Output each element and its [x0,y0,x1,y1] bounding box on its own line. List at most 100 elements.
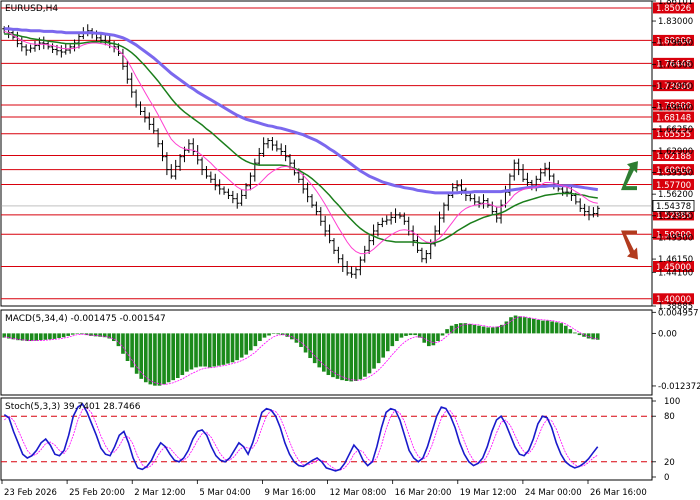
ma-fast-line [4,30,598,255]
macd-tick-label: -0.012372 [658,382,700,392]
macd-histogram-bar [203,333,207,367]
macd-axis: 0.004957 0.00 -0.012372 [652,308,700,392]
price-level-label: 1.50000 [656,231,691,241]
macd-histogram-bar [426,333,431,347]
macd-histogram-bar [308,333,312,359]
price-tick-label: 1.44100 [658,268,693,278]
price-level-label: 1.68148 [656,113,691,123]
price-level-label: 1.52985 [656,211,691,221]
macd-histogram-bar [29,333,34,342]
price-candles [2,24,600,279]
macd-histogram-bar [317,333,322,368]
macd-histogram-bar [340,333,344,381]
macd-histogram-bar [522,317,527,334]
macd-histogram-bar [198,333,203,367]
macd-histogram-bar [509,317,513,334]
macd-histogram-bar [390,333,395,347]
macd-histogram-bar [116,333,121,347]
time-tick-label: 9 Mar 16:00 [264,488,315,498]
macd-histogram-bar [276,333,281,335]
macd-histogram-bar [531,318,536,334]
macd-histogram-bar [221,333,226,365]
up-arrow-icon [621,161,638,191]
macd-histogram-bar [248,333,253,351]
macd-histogram-bar [595,333,600,340]
macd-histogram-bar [52,333,57,339]
price-level-tag [653,209,694,221]
price-level-label: 1.80000 [656,37,691,47]
macd-histogram-bar [477,325,481,334]
macd-histogram-bar [43,333,48,340]
price-level-label: 1.57700 [656,181,691,191]
macd-histogram-bar [112,333,116,342]
price-tick-label: 1.62900 [658,147,693,157]
macd-histogram-bar [89,333,93,336]
macd-histogram-bar [212,333,217,367]
price-tick-label: 1.56200 [658,190,693,200]
macd-histogram-bar [175,333,180,378]
macd-histogram-bar [253,333,258,347]
current-price-tag [652,200,695,212]
time-tick-label: 23 Feb 2026 [4,488,57,498]
price-panel: 1.85026 1.80000 1.76448 1.73000 1.70000 1.681… [0,0,695,312]
stoch-tick-label: 80 [664,412,675,422]
stoch-k-line [3,402,599,472]
macd-histogram-bar [148,333,153,385]
stoch-panel-frame [0,397,653,481]
macd-panel: MACD(5,34,4) -0.001475 -0.001547 0.00495… [0,308,700,396]
macd-histogram-bar [143,333,148,383]
macd-histogram-bar [102,333,107,338]
time-tick-label: 26 Mar 16:00 [590,488,647,498]
macd-histogram-bar [385,333,390,352]
stoch-tick-label: 20 [664,458,675,468]
macd-histogram-bar [153,333,157,386]
price-level-label: 1.65555 [656,130,691,140]
down-arrow-icon [621,230,638,260]
macd-histogram-bar [70,333,75,335]
macd-histogram-bar [262,333,267,338]
time-tick-label: 5 Mar 04:00 [199,488,250,498]
macd-histogram-bar [440,333,445,336]
price-level-tag [653,128,694,140]
price-level-label: 1.76448 [656,60,691,70]
macd-histogram-bar [294,333,299,343]
price-panel-frame [0,0,653,307]
macd-histogram-bar [326,333,331,376]
price-level-tag [653,293,694,305]
macd-histogram-bar [413,333,417,336]
macd-histogram-bar [271,333,276,334]
macd-histogram-bar [194,333,198,368]
macd-histogram-bar [486,327,490,334]
price-level-tag [653,178,694,190]
price-level-label: 1.85026 [656,4,691,14]
price-level-tag [653,260,694,272]
macd-histogram-bar [536,319,541,334]
price-tick-label: 1.66250 [658,125,693,135]
macd-histogram-bar [353,333,358,381]
ma-slow-line [4,27,599,195]
macd-histogram-bar [513,315,518,334]
macd-histogram-bar [171,333,176,381]
macd-histogram-bar [358,333,363,380]
price-tick-label: 1.69600 [658,104,693,114]
macd-panel-title: MACD(5,34,4) -0.001475 -0.001547 [5,314,166,324]
price-level-tag [653,2,694,14]
macd-histogram-bar [431,333,436,346]
macd-histogram-bar [226,333,230,364]
macd-histogram-bar [299,333,303,347]
ma-mid-line [4,33,598,244]
macd-histogram-bar [449,325,454,334]
macd-histogram-bar [586,333,591,339]
macd-histogram-bar [34,333,39,341]
macd-histogram-bar [495,326,500,334]
macd-histogram-bar [582,333,586,337]
macd-histogram-bar [500,324,504,334]
price-level-tag [653,34,694,46]
macd-histogram-bar [335,333,340,379]
macd-histogram-bar [568,329,573,334]
stoch-tick-label: 100 [664,397,680,407]
macd-histogram-bar [185,333,189,372]
macd-histogram-bar [157,333,162,386]
macd-histogram-bar [527,318,532,334]
